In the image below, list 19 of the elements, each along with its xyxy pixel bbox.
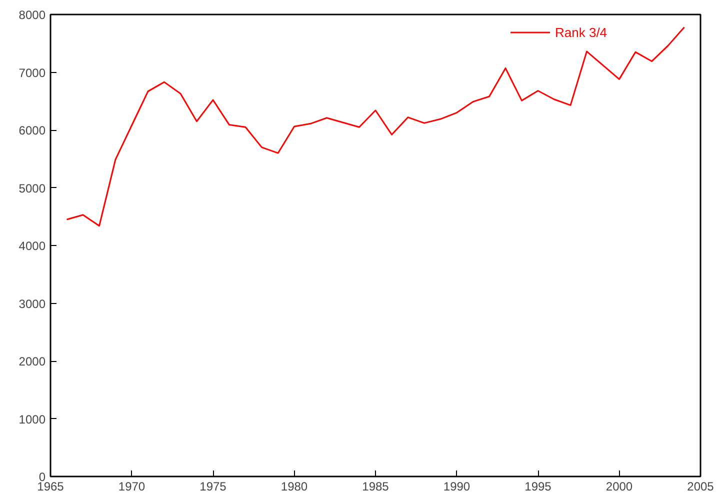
- line-series: [66, 26, 685, 227]
- y-tick-label: 8000: [18, 8, 46, 22]
- legend-label: Rank 3/4: [555, 24, 608, 40]
- x-tick-label: 1985: [362, 480, 390, 494]
- y-tick-label: 2000: [18, 354, 46, 368]
- x-tick-label: 1980: [280, 480, 308, 494]
- x-tick-label: 2005: [687, 480, 714, 494]
- x-tick-label: 1975: [200, 480, 227, 494]
- x-tick-label: 2000: [606, 480, 633, 494]
- x-tick-label: 1965: [37, 480, 64, 494]
- y-tick-label: 4000: [18, 239, 46, 253]
- x-tick-label: 1990: [443, 480, 470, 494]
- x-tick-label: 1970: [118, 480, 146, 494]
- y-tick-label: 6000: [18, 124, 46, 138]
- y-tick-label: 5000: [18, 181, 46, 196]
- x-tick-label: 1995: [524, 480, 552, 494]
- y-tick-label: 7000: [18, 66, 46, 80]
- y-tick-label: 3000: [18, 296, 46, 311]
- y-tick-label: 1000: [18, 412, 46, 426]
